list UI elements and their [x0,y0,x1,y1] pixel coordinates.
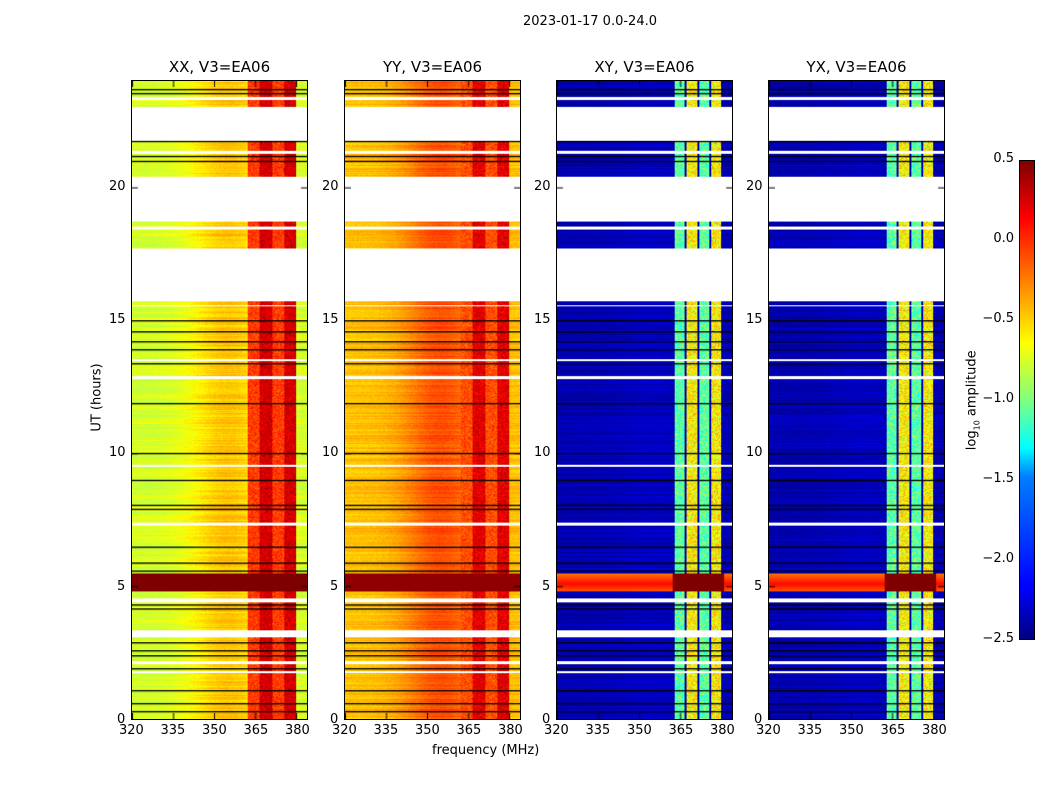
y-axis-label: UT (hours) [89,363,105,432]
x-tick-label: 320 [332,723,357,738]
y-tick-label: 20 [109,178,126,194]
colorbar-tick-label: −2.0 [982,551,1014,566]
x-tick-label: 335 [373,723,399,738]
y-tick-label: 15 [109,312,126,327]
figure-title: 2023-01-17 0.0-24.0 [523,14,657,29]
colorbar-tick-label: 0.0 [993,231,1014,246]
colorbar-tick-label: −2.5 [982,631,1014,646]
x-tick-label: 350 [838,723,864,738]
y-tick-label: 0 [330,712,339,727]
panel-title: XX, V3=EA06 [168,58,271,76]
y-tick-label: 10 [322,445,339,461]
y-tick-label: 10 [109,445,126,461]
heatmap-panel-xy [556,80,733,720]
colorbar-tick-label: 0.5 [993,151,1014,166]
y-tick-label: 5 [117,578,126,594]
y-tick-label: 0 [117,712,126,727]
y-tick-label: 20 [746,178,763,194]
x-tick-label: 350 [414,723,440,738]
y-tick-label: 20 [322,178,339,194]
x-tick-label: 335 [797,723,823,738]
x-tick-label: 320 [756,723,781,738]
y-tick-label: 15 [534,312,551,327]
y-tick-label: 15 [322,312,339,327]
y-tick-label: 5 [542,578,551,594]
panel-title: YX, V3=EA06 [806,58,907,76]
x-tick-label: 380 [497,723,523,738]
colorbar-tick-label: −0.5 [982,311,1014,326]
panel-title: XY, V3=EA06 [594,58,695,76]
y-tick-label: 0 [754,712,763,727]
x-tick-label: 380 [284,723,310,738]
heatmap-xx [132,81,307,719]
x-tick-label: 365 [243,723,269,738]
x-tick-label: 350 [201,723,227,738]
panel-title: YY, V3=EA06 [382,58,483,76]
heatmap-panel-xx [131,80,308,720]
colorbar [1019,160,1035,640]
y-tick-label: 5 [754,578,763,594]
x-tick-label: 380 [921,723,947,738]
y-tick-label: 10 [746,445,763,461]
x-tick-label: 380 [709,723,735,738]
y-tick-label: 5 [330,578,339,594]
x-tick-label: 365 [456,723,482,738]
y-tick-label: 0 [542,712,551,727]
heatmap-yx [769,81,944,719]
x-tick-label: 335 [160,723,186,738]
heatmap-xy [557,81,732,719]
heatmap-yy [345,81,520,719]
colorbar-label: log10 amplitude [964,350,982,451]
colorbar-tick-label: −1.5 [982,471,1014,486]
x-tick-label: 365 [880,723,906,738]
x-tick-label: 320 [119,723,144,738]
x-tick-label: 335 [585,723,611,738]
x-tick-label: 350 [626,723,652,738]
y-tick-label: 20 [534,178,551,194]
x-tick-label: 320 [544,723,569,738]
x-axis-label: frequency (MHz) [432,743,540,758]
colorbar-tick-label: −1.0 [982,391,1014,406]
y-tick-label: 10 [534,445,551,461]
heatmap-panel-yx [768,80,945,720]
x-tick-label: 365 [668,723,694,738]
y-tick-label: 15 [746,312,763,327]
heatmap-panel-yy [344,80,521,720]
